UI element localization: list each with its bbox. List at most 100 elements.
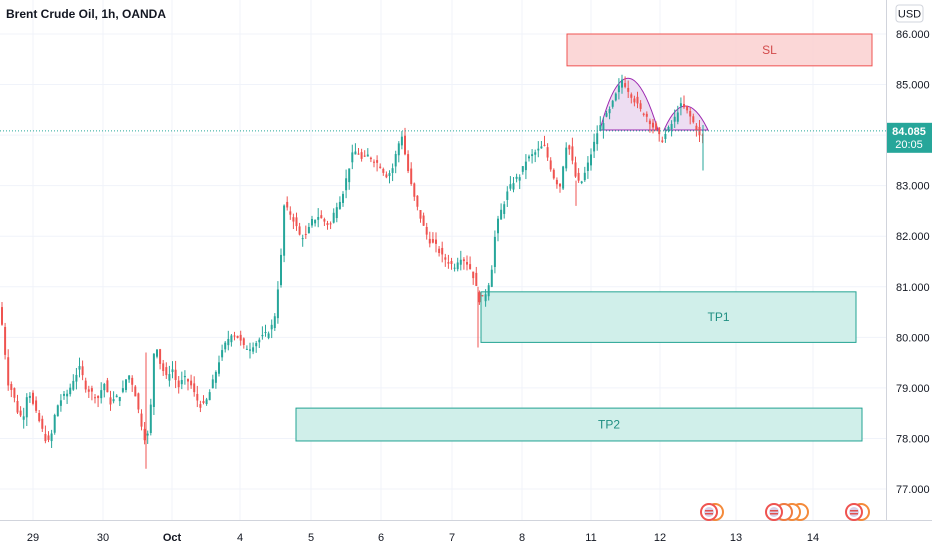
candle-body — [583, 172, 586, 181]
candle-body — [273, 316, 276, 329]
candle-body — [410, 168, 413, 184]
candle — [648, 118, 651, 133]
candle — [438, 245, 441, 257]
candle — [301, 234, 304, 247]
y-tick-label: 83.000 — [896, 181, 930, 193]
candle-body — [218, 362, 220, 374]
candle-body — [283, 205, 286, 256]
candle — [100, 382, 103, 404]
candle-body — [689, 110, 692, 117]
candle — [456, 257, 459, 272]
candle-body — [686, 105, 689, 111]
candle-body — [128, 375, 131, 380]
candle — [555, 177, 558, 189]
candle-body — [419, 210, 422, 219]
candle-body — [655, 123, 658, 130]
candle — [165, 362, 168, 379]
candle-body — [397, 143, 400, 156]
candle — [416, 195, 419, 211]
currency-button[interactable]: USD — [895, 4, 924, 23]
candle — [81, 360, 84, 381]
candle — [239, 330, 242, 346]
candle-body — [543, 144, 546, 146]
candle — [407, 150, 410, 174]
candle-body — [345, 178, 348, 191]
sl-zone[interactable]: SL — [566, 33, 873, 67]
tp1-label: TP1 — [707, 310, 729, 324]
candle-body — [292, 217, 295, 222]
candle-body — [652, 122, 654, 128]
candle — [342, 191, 344, 207]
candle — [190, 374, 193, 389]
us-flag-icon[interactable] — [700, 503, 724, 521]
candle-body — [75, 374, 78, 382]
candle-body — [267, 333, 270, 339]
event-markers[interactable] — [700, 503, 870, 521]
candle-body — [435, 239, 437, 244]
candle — [512, 177, 515, 193]
candle — [159, 348, 162, 370]
candle-body — [338, 201, 341, 209]
candle-body — [670, 123, 673, 130]
candle-body — [329, 223, 332, 225]
x-tick-label: 6 — [378, 532, 384, 544]
candle-body — [497, 218, 499, 234]
candle — [177, 376, 180, 394]
candle-body — [35, 400, 38, 411]
candle — [56, 404, 59, 417]
candle-body — [580, 181, 583, 183]
candle-body — [524, 161, 527, 171]
us-flag-icon[interactable] — [765, 503, 809, 521]
candle — [276, 281, 279, 324]
pattern-arc-left[interactable] — [599, 78, 659, 131]
candle-body — [69, 387, 72, 395]
candle-body — [528, 156, 530, 159]
candle-body — [450, 261, 453, 264]
candle-body — [1, 307, 3, 325]
candle-body — [444, 257, 447, 260]
candle — [183, 370, 186, 385]
y-tick-label: 80.000 — [896, 332, 930, 344]
time-axis[interactable]: 29 30 Oct 4 5 6 7 8 11 12 13 14 — [27, 532, 819, 544]
candle — [214, 370, 217, 389]
candle-body — [59, 400, 62, 406]
candle-body — [360, 152, 363, 159]
candle-body — [193, 383, 196, 393]
candle-body — [323, 219, 326, 222]
candle-body — [537, 148, 540, 151]
candle — [562, 165, 565, 190]
candle — [211, 374, 214, 389]
tp2-zone[interactable]: TP2 — [295, 407, 863, 442]
candle — [404, 127, 406, 156]
candle — [59, 394, 62, 412]
candle — [16, 394, 19, 414]
candle-body — [630, 94, 633, 98]
candle-body — [255, 343, 258, 347]
candle-body — [673, 116, 676, 122]
candle-body — [230, 335, 233, 343]
candle — [143, 422, 146, 445]
chart-title: Brent Crude Oil, 1h, OANDA — [6, 7, 166, 21]
candle-body — [379, 166, 382, 168]
x-tick-label: 13 — [730, 532, 742, 544]
candle — [410, 162, 413, 186]
candle — [453, 263, 456, 272]
candle — [537, 141, 540, 158]
candle — [552, 168, 555, 180]
candle-body — [295, 217, 298, 227]
tp1-zone-rect — [480, 291, 857, 343]
us-flag-icon[interactable] — [845, 503, 870, 521]
x-tick-label: 5 — [308, 532, 314, 544]
candles — [1, 74, 704, 469]
candle — [332, 208, 335, 224]
candle — [50, 429, 53, 448]
candle — [590, 148, 592, 171]
candle — [444, 253, 447, 267]
tp1-zone[interactable]: TP1 — [480, 291, 857, 343]
candle-body — [28, 395, 31, 398]
candle-body — [121, 388, 124, 392]
candle — [354, 143, 357, 155]
candle-body — [624, 83, 627, 87]
candle — [261, 326, 264, 340]
